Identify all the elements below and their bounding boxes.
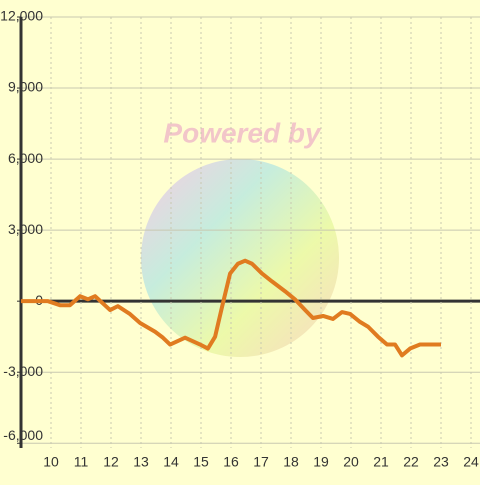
y-tick-label: 3,000 [8,221,43,237]
x-tick-label: 16 [223,454,239,470]
watermark: Powered by [163,117,322,148]
y-tick-label: 9,000 [8,79,43,95]
x-tick-label: 22 [403,454,419,470]
watermark-logo [141,159,339,357]
x-tick-label: 23 [433,454,449,470]
y-tick-label: 6,000 [8,150,43,166]
x-tick-label: 12 [103,454,119,470]
x-tick-label: 21 [373,454,389,470]
x-tick-label: 24 [463,454,479,470]
x-tick-label: 14 [163,454,179,470]
data-line [21,258,441,358]
x-tick-label: 15 [193,454,209,470]
y-tick-label: -6,000 [3,427,43,443]
x-tick-label: 20 [343,454,359,470]
x-tick-label: 18 [283,454,299,470]
x-tick-label: 17 [253,454,269,470]
x-tick-label: 19 [313,454,329,470]
y-tick-label: 12,000 [0,8,43,24]
x-tick-label: 13 [133,454,149,470]
y-tick-label: -3,000 [3,363,43,379]
x-tick-label: 11 [74,454,89,470]
x-tick-label: 10 [43,454,59,470]
